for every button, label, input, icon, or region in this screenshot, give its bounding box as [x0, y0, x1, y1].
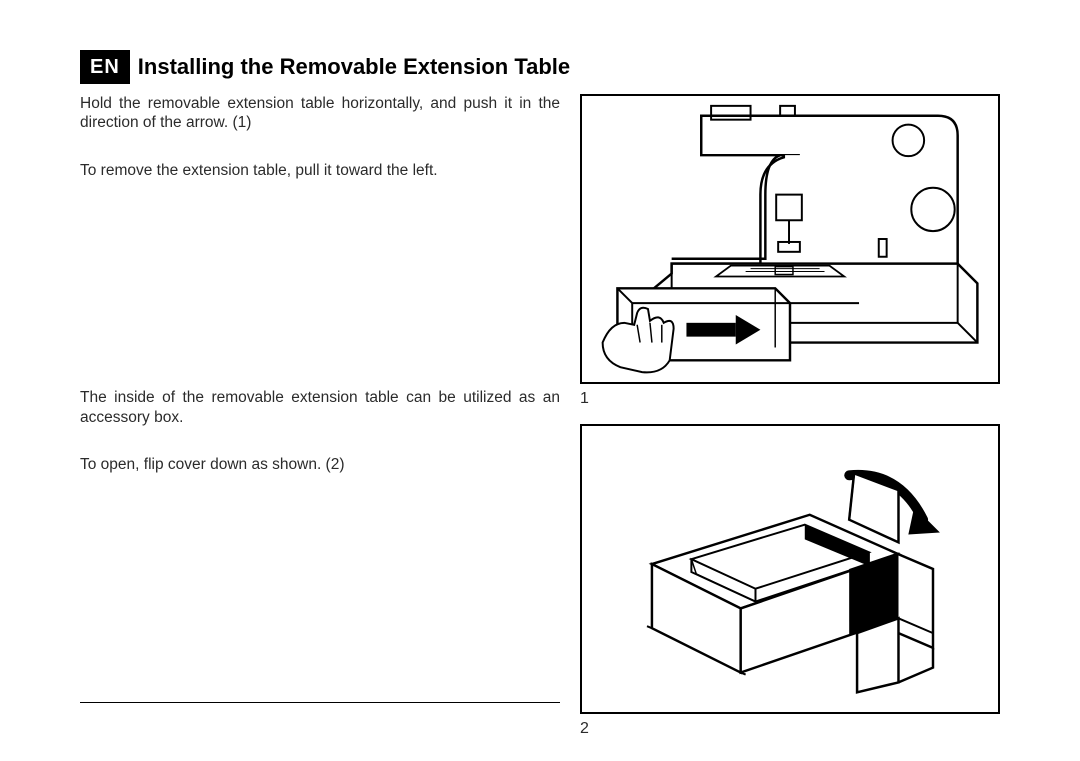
spacer: [80, 502, 560, 662]
section1-para2: To remove the extension table, pull it t…: [80, 161, 560, 180]
figure-1-label: 1: [580, 390, 1000, 408]
figure-2-label: 2: [580, 720, 1000, 738]
page-title: Installing the Removable Extension Table: [130, 50, 578, 84]
spacer: [80, 208, 560, 388]
section2-para1: The inside of the removable extension ta…: [80, 388, 560, 427]
section1-para1: Hold the removable extension table horiz…: [80, 94, 560, 133]
figure-2: [580, 424, 1000, 714]
figure-1: [580, 94, 1000, 384]
section2-para2: To open, flip cover down as shown. (2): [80, 455, 560, 474]
language-badge: EN: [80, 50, 130, 84]
section-divider: [80, 702, 560, 703]
figure-column: 1: [580, 94, 1000, 754]
manual-page: EN Installing the Removable Extension Ta…: [80, 50, 1000, 754]
content-columns: Hold the removable extension table horiz…: [80, 94, 1000, 754]
section-1-text: Hold the removable extension table horiz…: [80, 94, 560, 208]
text-column: Hold the removable extension table horiz…: [80, 94, 560, 754]
title-row: EN Installing the Removable Extension Ta…: [80, 50, 1000, 84]
section-2-text: The inside of the removable extension ta…: [80, 388, 560, 502]
sewing-machine-diagram-icon: [582, 96, 998, 382]
extension-table-open-diagram-icon: [582, 426, 998, 712]
